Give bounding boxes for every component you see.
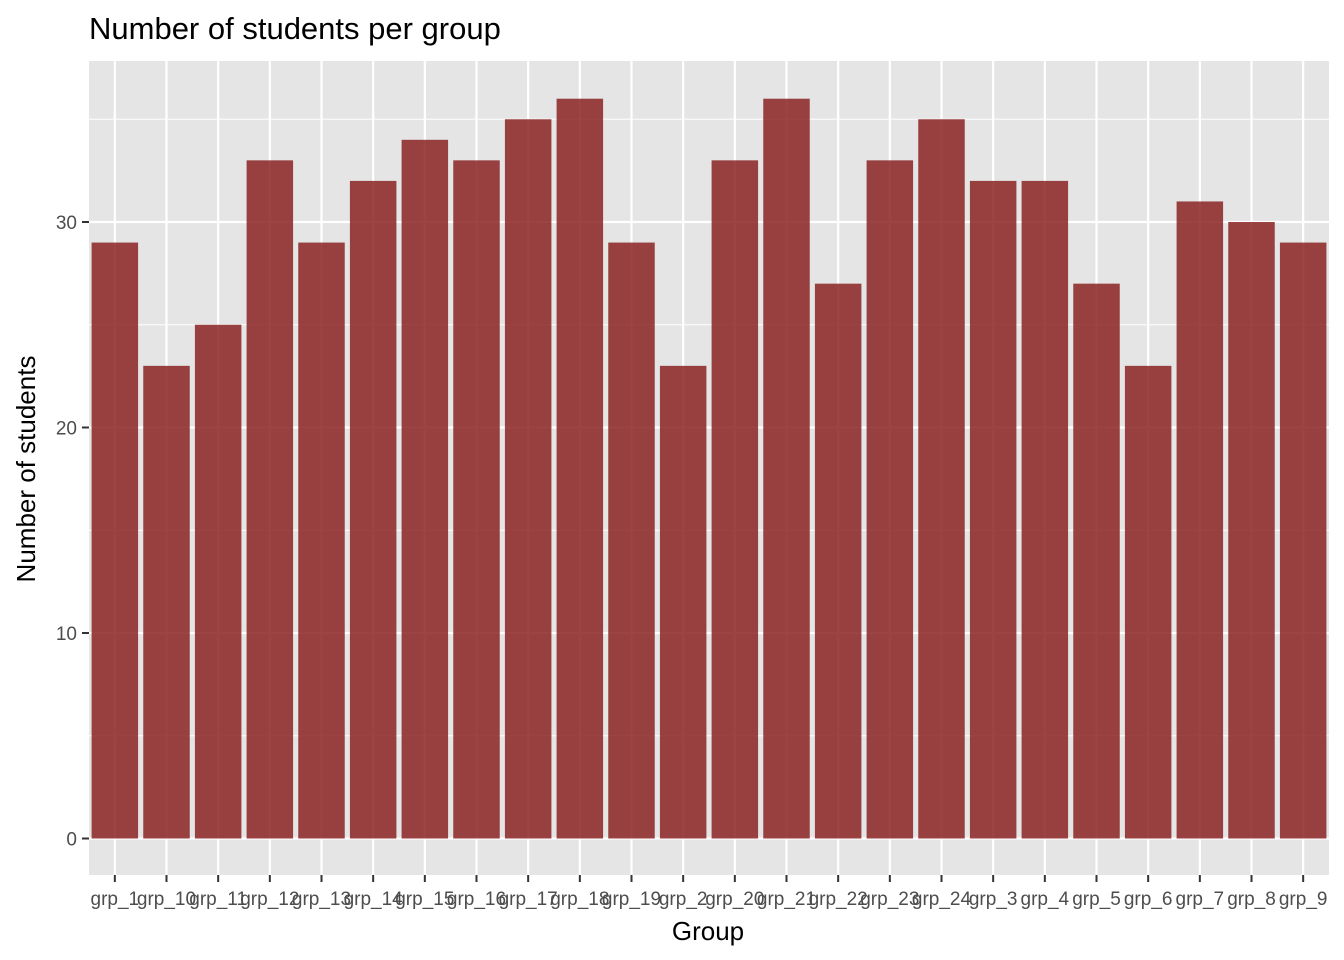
x-tick-label: grp_4 [1021, 889, 1070, 910]
x-tick-label: grp_20 [705, 889, 764, 910]
y-tick-label: 20 [56, 419, 77, 440]
bar-grp_8 [1228, 222, 1275, 839]
y-axis: 0 10 20 30 [56, 213, 89, 851]
bar-grp_17 [504, 119, 552, 839]
bar-grp_5 [1073, 283, 1120, 839]
y-tick-label: 10 [56, 624, 77, 645]
x-axis: grp_1grp_10grp_11grp_12grp_13grp_14grp_1… [91, 875, 1328, 910]
plot-panel [89, 61, 1329, 875]
y-tick-label: 0 [66, 830, 77, 851]
bar-grp_10 [143, 365, 190, 839]
x-tick-label: grp_11 [189, 889, 247, 910]
x-tick-label: grp_24 [912, 889, 972, 910]
x-tick-label: grp_23 [860, 889, 919, 910]
x-tick-label: grp_15 [395, 889, 454, 910]
x-tick-label: grp_7 [1176, 889, 1225, 910]
bar-grp_14 [349, 180, 397, 839]
bar-grp_18 [556, 98, 604, 839]
x-tick-label: grp_9 [1279, 889, 1328, 910]
bar-grp_12 [246, 160, 294, 839]
x-tick-label: grp_19 [602, 889, 661, 910]
bar-grp_16 [453, 160, 500, 839]
bar-grp_1 [91, 242, 139, 839]
x-tick-label: grp_18 [550, 889, 609, 910]
x-tick-label: grp_2 [659, 889, 708, 910]
x-tick-label: grp_14 [344, 889, 404, 910]
bar-grp_22 [814, 283, 862, 839]
x-tick-label: grp_17 [499, 889, 558, 910]
bar-grp_2 [659, 365, 707, 839]
x-tick-label: grp_10 [137, 889, 196, 910]
x-tick-label: grp_1 [91, 889, 140, 910]
y-tick-label: 30 [56, 213, 77, 234]
chart-title: Number of students per group [89, 11, 501, 46]
bar-grp_21 [763, 98, 810, 839]
bar-grp_11 [194, 324, 242, 839]
bar-grp_23 [866, 160, 914, 839]
x-tick-label: grp_22 [809, 889, 868, 910]
bar-grp_3 [969, 180, 1017, 839]
x-tick-label: grp_16 [447, 889, 506, 910]
bar-grp_13 [298, 242, 345, 839]
x-tick-label: grp_6 [1124, 889, 1173, 910]
bar-grp_15 [401, 139, 449, 839]
x-axis-title: Group [672, 916, 744, 946]
y-axis-title: Number of students [11, 356, 41, 583]
bar-grp_6 [1124, 365, 1172, 839]
bars [91, 98, 1327, 839]
x-tick-label: grp_8 [1227, 889, 1276, 910]
x-tick-label: grp_13 [292, 889, 351, 910]
x-tick-label: grp_21 [757, 889, 816, 910]
x-tick-label: grp_3 [969, 889, 1018, 910]
bar-grp_24 [918, 119, 965, 839]
x-tick-label: grp_5 [1072, 889, 1121, 910]
bar-grp_7 [1176, 201, 1224, 839]
bar-grp_19 [608, 242, 655, 839]
x-tick-label: grp_12 [240, 889, 299, 910]
bar-grp_9 [1279, 242, 1327, 839]
bar-grp_4 [1021, 180, 1069, 839]
bar-grp_20 [711, 160, 759, 839]
